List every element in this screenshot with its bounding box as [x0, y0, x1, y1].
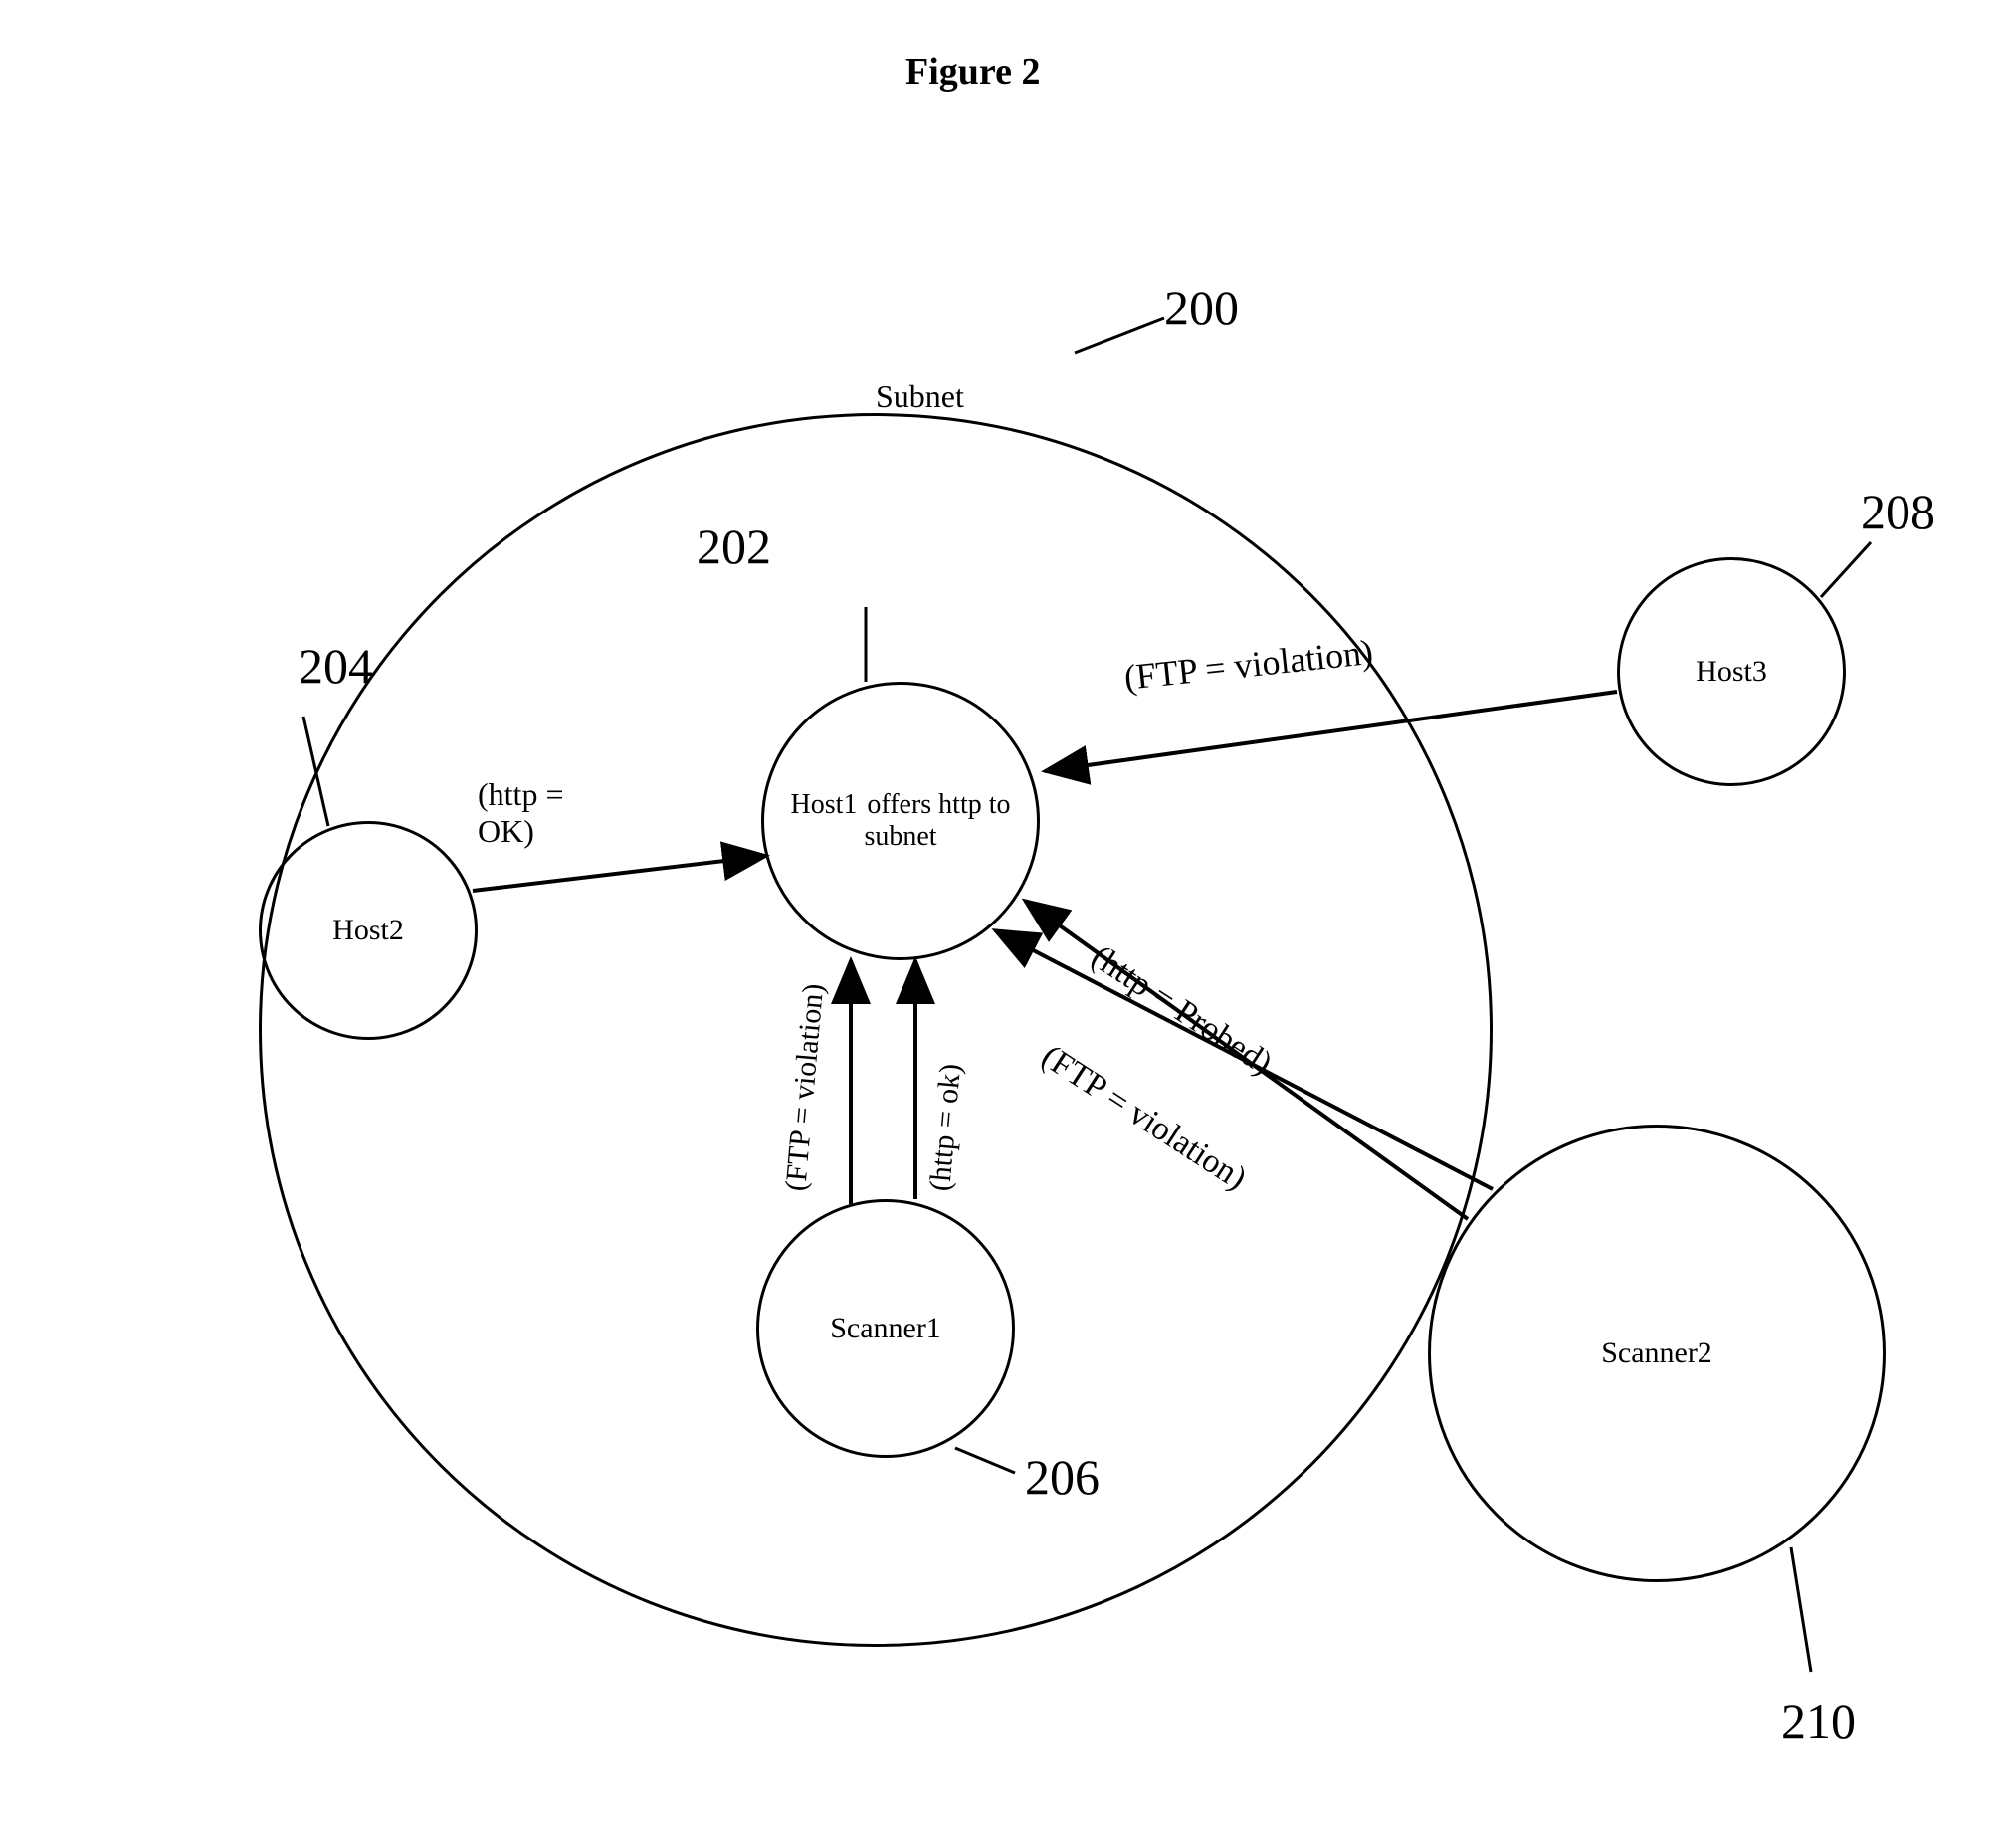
ref-202: 202 — [697, 517, 771, 575]
scanner2-label: Scanner2 — [1601, 1336, 1712, 1370]
ref-204: 204 — [299, 637, 373, 695]
ref-208: 208 — [1861, 483, 1935, 540]
subnet-label: Subnet — [876, 378, 964, 415]
scanner1-label: Scanner1 — [830, 1312, 941, 1345]
leader-210 — [1791, 1547, 1811, 1672]
node-scanner1: Scanner1 — [756, 1199, 1015, 1458]
leader-208 — [1821, 542, 1871, 597]
leader-200 — [1075, 318, 1164, 353]
node-scanner2: Scanner2 — [1428, 1125, 1886, 1582]
node-host2: Host2 — [259, 821, 478, 1040]
figure-title: Figure 2 — [905, 50, 1040, 94]
host1-label: Host1 — [790, 789, 857, 820]
host2-label: Host2 — [332, 914, 404, 947]
host1-note: offers http to subnet — [864, 789, 1010, 852]
edge-label-host2-host1: (http = OK) — [478, 776, 617, 850]
subnet-boundary — [259, 413, 1493, 1647]
host3-label: Host3 — [1696, 655, 1767, 689]
ref-206: 206 — [1025, 1448, 1100, 1506]
node-host3: Host3 — [1617, 557, 1846, 786]
ref-200: 200 — [1164, 279, 1239, 336]
node-host1: Host1 offers http to subnet — [761, 682, 1040, 960]
ref-210: 210 — [1781, 1692, 1856, 1749]
